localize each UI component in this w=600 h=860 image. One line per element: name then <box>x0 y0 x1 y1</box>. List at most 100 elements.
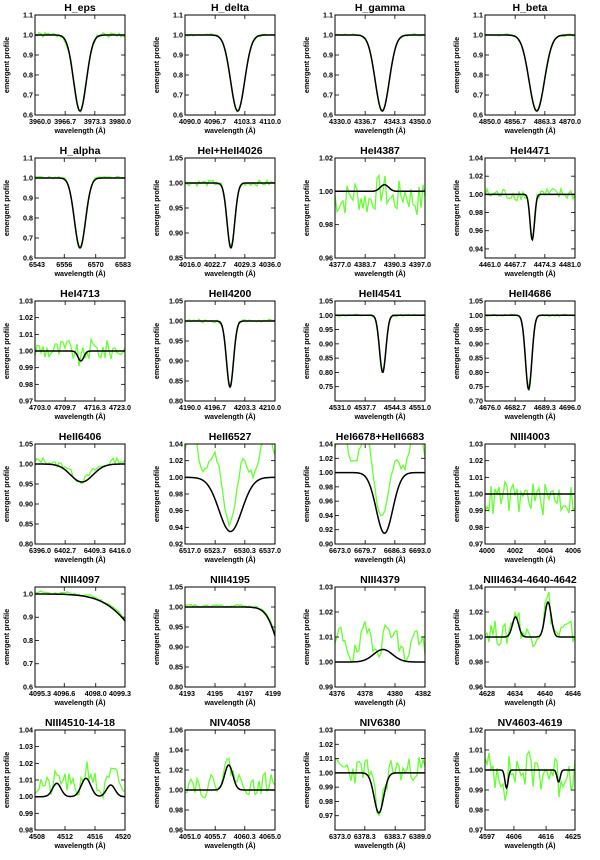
y-tick-label: 1.1 <box>23 11 33 20</box>
chart-svg: NIII4097 0.6 0.7 0.8 0.9 1.0 4095.3 4096.6 4098.… <box>2 574 131 707</box>
chart-title: H_gamma <box>355 2 405 14</box>
chart-svg: NIII4003 0.97 0.98 0.99 1.00 1.01 1.02 1.03 4000… <box>452 431 581 564</box>
y-tick-label: 1.00 <box>319 658 333 667</box>
observed-spectrum-line <box>485 33 575 113</box>
x-tick-label: 4481.0 <box>559 260 581 269</box>
chart-title: HeII4200 <box>209 288 252 300</box>
model-profile-line <box>485 34 575 112</box>
y-tick-label: 0.90 <box>169 357 183 366</box>
x-axis-label: wavelength (Å) <box>353 555 406 564</box>
chart-svg: H_beta 0.6 0.7 0.8 0.9 1.0 1.1 4850.0 4856.7 4863… <box>452 2 581 135</box>
y-tick-label: 1.06 <box>169 726 183 735</box>
chart-svg: H_delta 0.6 0.7 0.8 0.9 1.0 1.1 4090.0 4096.7 410… <box>152 2 281 135</box>
y-tick-label: 0.95 <box>469 325 483 334</box>
plot-frame <box>34 443 126 545</box>
x-tick-label: 4376 <box>329 689 345 698</box>
y-tick-label: 0.99 <box>469 786 483 795</box>
y-tick-label: 1.00 <box>319 187 333 196</box>
observed-spectrum-line <box>485 591 575 648</box>
x-tick-label: 4634 <box>507 689 523 698</box>
x-axis-label: wavelength (Å) <box>353 698 406 707</box>
model-profile-line <box>35 350 125 362</box>
x-tick-label: 6373.0 <box>329 832 351 841</box>
x-axis-label: wavelength (Å) <box>503 555 556 564</box>
x-tick-label: 4531.0 <box>329 403 351 412</box>
y-tick-label: 0.6 <box>23 111 33 120</box>
y-tick-label: 1.01 <box>319 633 333 642</box>
chart-panel: HeI+HeII4026 0.85 0.90 0.95 1.00 1.05 4016.0 40… <box>150 143 300 286</box>
y-tick-label: 0.85 <box>169 663 183 672</box>
x-tick-label: 4856.7 <box>504 117 526 126</box>
y-tick-label: 1.0 <box>23 31 33 40</box>
y-axis-label: emergent profile <box>302 752 311 808</box>
chart-panel: HeII6527 0.92 0.94 0.96 0.98 1.00 1.02 1.04 6517… <box>150 429 300 572</box>
x-tick-label: 4096.7 <box>204 117 226 126</box>
x-axis-label: wavelength (Å) <box>503 841 556 850</box>
y-tick-label: 0.98 <box>319 797 333 806</box>
x-tick-label: 6389.0 <box>409 832 431 841</box>
model-profile-line <box>35 593 125 622</box>
chart-svg: H_eps 0.6 0.7 0.8 0.9 1.0 1.1 3960.0 3966.7 3973.… <box>2 2 131 135</box>
y-tick-label: 0.7 <box>23 234 33 243</box>
y-tick-label: 1.0 <box>23 174 33 183</box>
x-tick-label: 4060.3 <box>234 832 256 841</box>
chart-panel: NIII4195 0.80 0.85 0.90 0.95 1.00 1.05 4193 4195… <box>150 572 300 715</box>
y-tick-label: 1.01 <box>19 330 33 339</box>
y-tick-label: 1.0 <box>173 31 183 40</box>
observed-spectrum-line <box>335 33 425 112</box>
y-tick-label: 0.8 <box>173 71 183 80</box>
x-tick-label: 4850.0 <box>479 117 501 126</box>
y-tick-label: 0.80 <box>469 368 483 377</box>
y-tick-label: 0.75 <box>469 382 483 391</box>
y-tick-label: 0.85 <box>319 354 333 363</box>
chart-panel: NIII4003 0.97 0.98 0.99 1.00 1.01 1.02 1.03 4000… <box>450 429 600 572</box>
model-profile-line <box>185 182 275 249</box>
x-tick-label: 3960.0 <box>29 117 51 126</box>
x-tick-label: 4597 <box>479 832 495 841</box>
y-tick-label: 1.04 <box>169 746 183 755</box>
chart-panel: HeI4387 0.96 0.98 1.00 1.02 4377.0 4383.7 4390.… <box>300 143 450 286</box>
x-tick-label: 4628 <box>479 689 495 698</box>
x-axis-label: wavelength (Å) <box>203 126 256 135</box>
observed-spectrum-line <box>35 337 125 367</box>
x-tick-label: 4099.3 <box>109 689 131 698</box>
y-tick-label: 1.03 <box>19 297 33 306</box>
y-axis-label: emergent profile <box>302 180 311 236</box>
y-tick-label: 0.9 <box>23 613 33 622</box>
model-profile-line <box>185 34 275 112</box>
x-axis-label: wavelength (Å) <box>503 126 556 135</box>
y-tick-label: 1.00 <box>469 190 483 199</box>
y-axis-label: emergent profile <box>152 609 161 665</box>
x-axis-label: wavelength (Å) <box>53 412 106 421</box>
y-tick-label: 1.00 <box>19 460 33 469</box>
chart-title: NIII4195 <box>210 574 250 586</box>
observed-spectrum-line <box>485 479 575 516</box>
plot-frame <box>484 14 576 116</box>
x-tick-label: 4474.3 <box>534 260 556 269</box>
x-tick-label: 4544.3 <box>384 403 406 412</box>
x-tick-label: 4383.7 <box>354 260 376 269</box>
y-tick-label: 1.00 <box>169 179 183 188</box>
y-tick-label: 0.98 <box>19 380 33 389</box>
y-tick-label: 0.7 <box>473 91 483 100</box>
chart-panel: NV4603-4619 0.97 0.98 0.99 1.00 1.01 1.02 4597 4… <box>450 715 600 858</box>
y-axis-label: emergent profile <box>152 466 161 522</box>
x-tick-label: 4646 <box>565 689 581 698</box>
y-tick-label: 0.92 <box>319 525 333 534</box>
x-tick-label: 6530.3 <box>234 546 256 555</box>
chart-title: HeII6527 <box>209 431 252 443</box>
y-tick-label: 1.04 <box>169 440 183 449</box>
y-tick-label: 1.00 <box>469 766 483 775</box>
x-tick-label: 4343.3 <box>384 117 406 126</box>
x-tick-label: 4676.0 <box>479 403 501 412</box>
y-tick-label: 1.02 <box>319 154 333 163</box>
y-tick-label: 0.85 <box>19 520 33 529</box>
x-tick-label: 4551.0 <box>409 403 431 412</box>
y-tick-label: 0.98 <box>469 208 483 217</box>
y-tick-label: 1.1 <box>23 154 33 163</box>
plot-frame <box>484 300 576 402</box>
observed-spectrum-line <box>185 603 275 636</box>
chart-svg: HeI4471 0.94 0.96 0.98 1.00 1.02 1.04 4461.0 446… <box>452 145 581 278</box>
model-profile-line <box>485 314 575 392</box>
